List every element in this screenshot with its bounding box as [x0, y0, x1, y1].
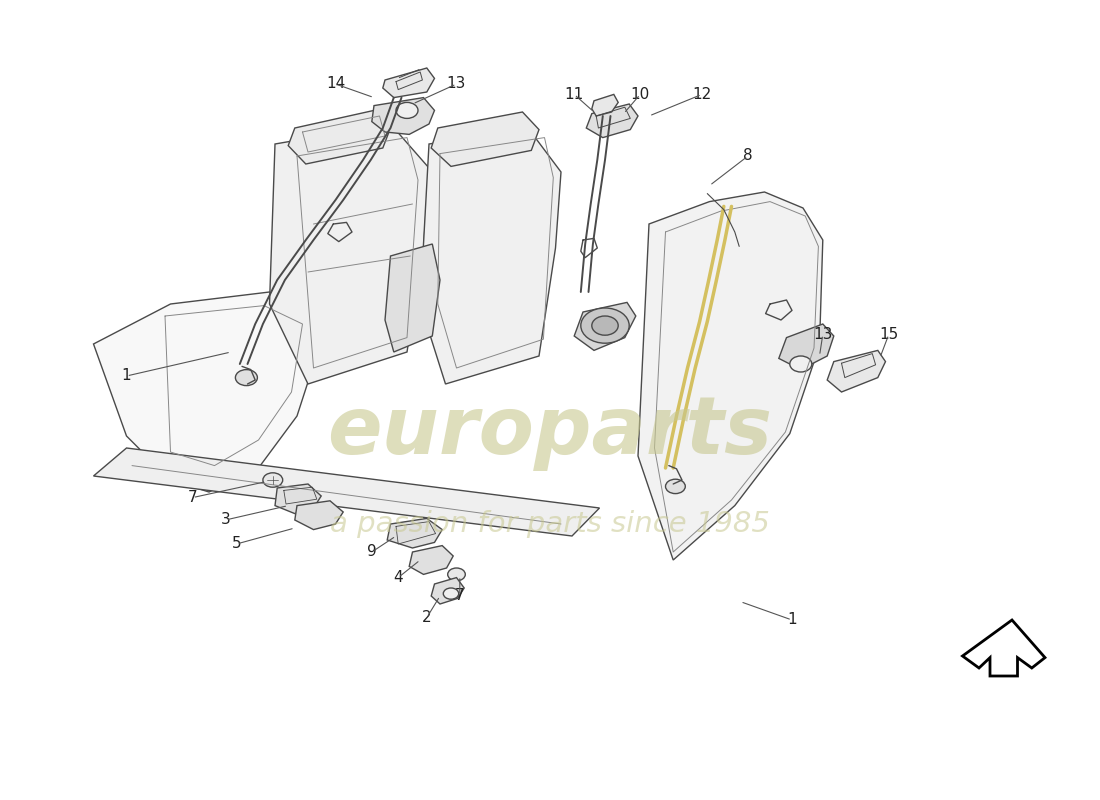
- Polygon shape: [94, 448, 600, 536]
- Text: 7: 7: [455, 589, 464, 603]
- Text: 7: 7: [188, 490, 197, 505]
- Circle shape: [592, 316, 618, 335]
- Polygon shape: [827, 350, 886, 392]
- Circle shape: [790, 356, 812, 372]
- Polygon shape: [383, 68, 434, 98]
- Polygon shape: [420, 128, 561, 384]
- Circle shape: [581, 308, 629, 343]
- Text: 13: 13: [447, 77, 466, 91]
- Polygon shape: [387, 518, 442, 548]
- Polygon shape: [431, 112, 539, 166]
- Polygon shape: [372, 98, 434, 134]
- Text: 10: 10: [630, 87, 650, 102]
- Text: 9: 9: [367, 545, 376, 559]
- Text: 1: 1: [122, 369, 131, 383]
- Circle shape: [263, 473, 283, 487]
- Polygon shape: [270, 124, 429, 384]
- Text: 15: 15: [879, 327, 899, 342]
- Polygon shape: [592, 94, 618, 116]
- Text: 8: 8: [744, 149, 752, 163]
- Circle shape: [396, 102, 418, 118]
- Circle shape: [666, 479, 685, 494]
- Polygon shape: [385, 244, 440, 352]
- Polygon shape: [638, 192, 823, 560]
- Circle shape: [235, 370, 257, 386]
- Text: 2: 2: [422, 610, 431, 625]
- Polygon shape: [586, 104, 638, 138]
- Polygon shape: [409, 546, 453, 574]
- Polygon shape: [779, 324, 834, 370]
- Text: europarts: europarts: [328, 393, 772, 471]
- Text: 5: 5: [232, 537, 241, 551]
- Text: 14: 14: [326, 77, 345, 91]
- Polygon shape: [962, 620, 1045, 676]
- Polygon shape: [275, 484, 321, 514]
- Circle shape: [443, 588, 459, 599]
- Polygon shape: [295, 501, 343, 530]
- Text: 13: 13: [813, 327, 833, 342]
- Text: 11: 11: [564, 87, 584, 102]
- Polygon shape: [288, 110, 390, 164]
- Text: 4: 4: [394, 570, 403, 585]
- Circle shape: [448, 568, 465, 581]
- Polygon shape: [94, 292, 319, 492]
- Text: 1: 1: [788, 613, 796, 627]
- Polygon shape: [431, 578, 464, 604]
- Text: 12: 12: [692, 87, 712, 102]
- Polygon shape: [574, 302, 636, 350]
- Text: a passion for parts since 1985: a passion for parts since 1985: [330, 510, 770, 538]
- Text: 3: 3: [221, 513, 230, 527]
